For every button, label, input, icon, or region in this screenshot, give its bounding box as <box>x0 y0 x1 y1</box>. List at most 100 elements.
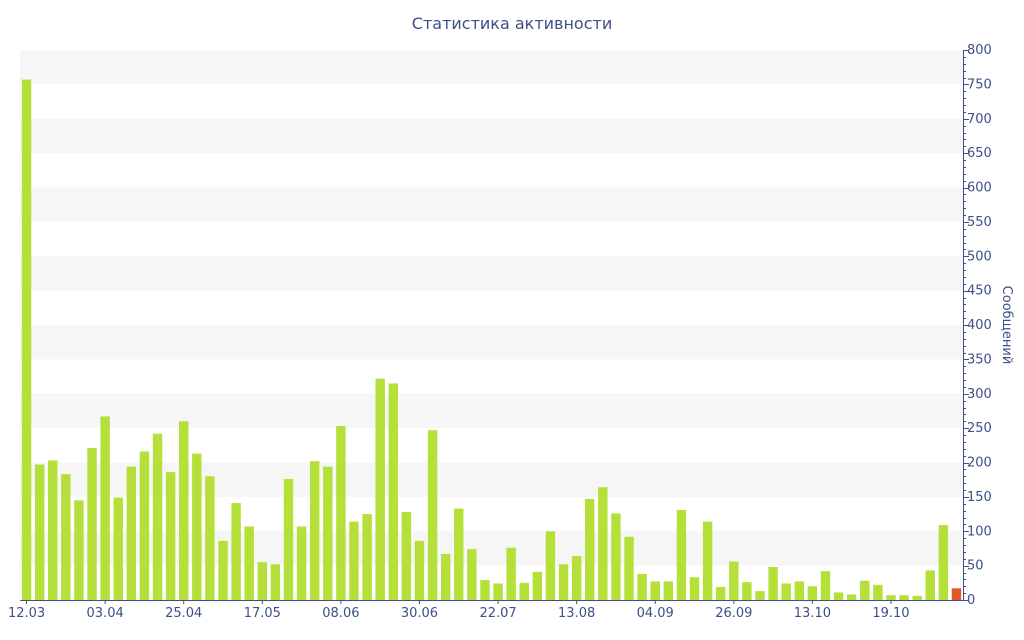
bar <box>729 561 739 600</box>
bar <box>61 474 71 600</box>
y-tick-label: 150 <box>967 490 992 505</box>
bar <box>401 512 412 600</box>
bar <box>807 586 818 600</box>
x-tick-label: 17.05 <box>244 606 281 621</box>
y-tick-label: 400 <box>967 318 992 333</box>
x-tick-label: 22.07 <box>479 606 516 621</box>
grid-band <box>20 325 963 360</box>
y-tick-label: 250 <box>967 421 992 436</box>
grid-band <box>20 256 963 291</box>
grid-band <box>20 462 963 497</box>
bar <box>34 464 45 600</box>
x-tick-labels: 12.03 03.04 25.04 17.05 08.06 30.06 22.07 13.08… <box>8 600 910 621</box>
x-tick-label: 03.04 <box>87 606 124 621</box>
bar <box>244 526 254 600</box>
x-tick-label: 08.06 <box>322 606 359 621</box>
bar <box>781 583 791 600</box>
bar <box>454 508 464 600</box>
bar <box>663 581 674 600</box>
y-tick-label: 700 <box>967 112 992 127</box>
y-tick-label: 200 <box>967 456 992 471</box>
bar <box>860 580 870 600</box>
bar <box>506 547 516 600</box>
bar <box>873 584 883 600</box>
y-tick-label: 600 <box>967 181 992 196</box>
bar <box>519 582 529 600</box>
bar <box>283 479 294 600</box>
x-tick-label: 26.09 <box>715 606 752 621</box>
bar <box>205 476 215 600</box>
bar <box>388 383 398 600</box>
bar <box>899 595 909 600</box>
bar <box>545 531 556 600</box>
bar <box>257 562 268 600</box>
y-tick-label: 800 <box>967 43 992 58</box>
bar <box>427 430 438 600</box>
bar <box>637 573 647 600</box>
grid-band <box>20 50 963 85</box>
bar <box>768 567 778 600</box>
chart-title: Статистика активности <box>411 14 613 33</box>
bar <box>611 513 621 600</box>
bar <box>192 453 202 600</box>
grid-band <box>20 531 963 566</box>
y-tick-label: 300 <box>967 387 992 402</box>
bar <box>48 460 58 600</box>
x-tick-label: 13.10 <box>794 606 831 621</box>
bar <box>846 594 857 600</box>
x-tick-label: 30.06 <box>401 606 438 621</box>
bar <box>912 595 922 600</box>
bar <box>87 448 97 600</box>
bar <box>296 526 307 600</box>
bar <box>532 571 543 600</box>
bar <box>951 588 962 600</box>
y-tick-label: 650 <box>967 146 992 161</box>
bar <box>938 525 949 600</box>
y-tick-label: 550 <box>967 215 992 230</box>
bar <box>833 592 844 600</box>
bars-group <box>21 79 962 600</box>
y-tick-label: 500 <box>967 249 992 264</box>
y-tick-label: 750 <box>967 77 992 92</box>
bar <box>218 540 228 600</box>
bar <box>585 498 595 600</box>
y-tick-label: 0 <box>967 593 975 608</box>
bar <box>467 549 477 600</box>
y-tick-labels: 0 50 100 150 200 250 300 350 400 450 500 550 600 650 7… <box>967 43 992 608</box>
bar <box>126 466 137 600</box>
bar <box>152 433 163 600</box>
bar <box>676 509 687 600</box>
bar <box>231 503 241 600</box>
y-tick-label: 100 <box>967 524 992 539</box>
x-tick-label: 04.09 <box>637 606 674 621</box>
bar <box>689 577 700 600</box>
bar <box>820 571 831 600</box>
x-tick-label: 12.03 <box>8 606 45 621</box>
bar <box>21 79 32 600</box>
x-tick-label: 25.04 <box>165 606 202 621</box>
bar <box>139 451 150 600</box>
y-tick-label: 450 <box>967 284 992 299</box>
bar <box>742 582 752 600</box>
y-tick-label: 350 <box>967 352 992 367</box>
bar <box>715 586 726 600</box>
bar <box>165 472 176 600</box>
bar <box>113 497 123 600</box>
bar <box>480 580 490 600</box>
bar <box>925 570 935 600</box>
bar <box>440 553 451 600</box>
bar <box>886 595 896 600</box>
bar <box>179 421 189 600</box>
bar <box>493 583 503 600</box>
bar <box>100 416 110 600</box>
bar <box>598 487 608 600</box>
bar <box>336 426 346 600</box>
bar <box>375 378 385 600</box>
bar <box>794 581 804 600</box>
bar <box>702 521 713 600</box>
bar <box>571 556 582 600</box>
bar <box>323 466 333 600</box>
bar <box>650 581 660 600</box>
grid-band <box>20 187 963 222</box>
